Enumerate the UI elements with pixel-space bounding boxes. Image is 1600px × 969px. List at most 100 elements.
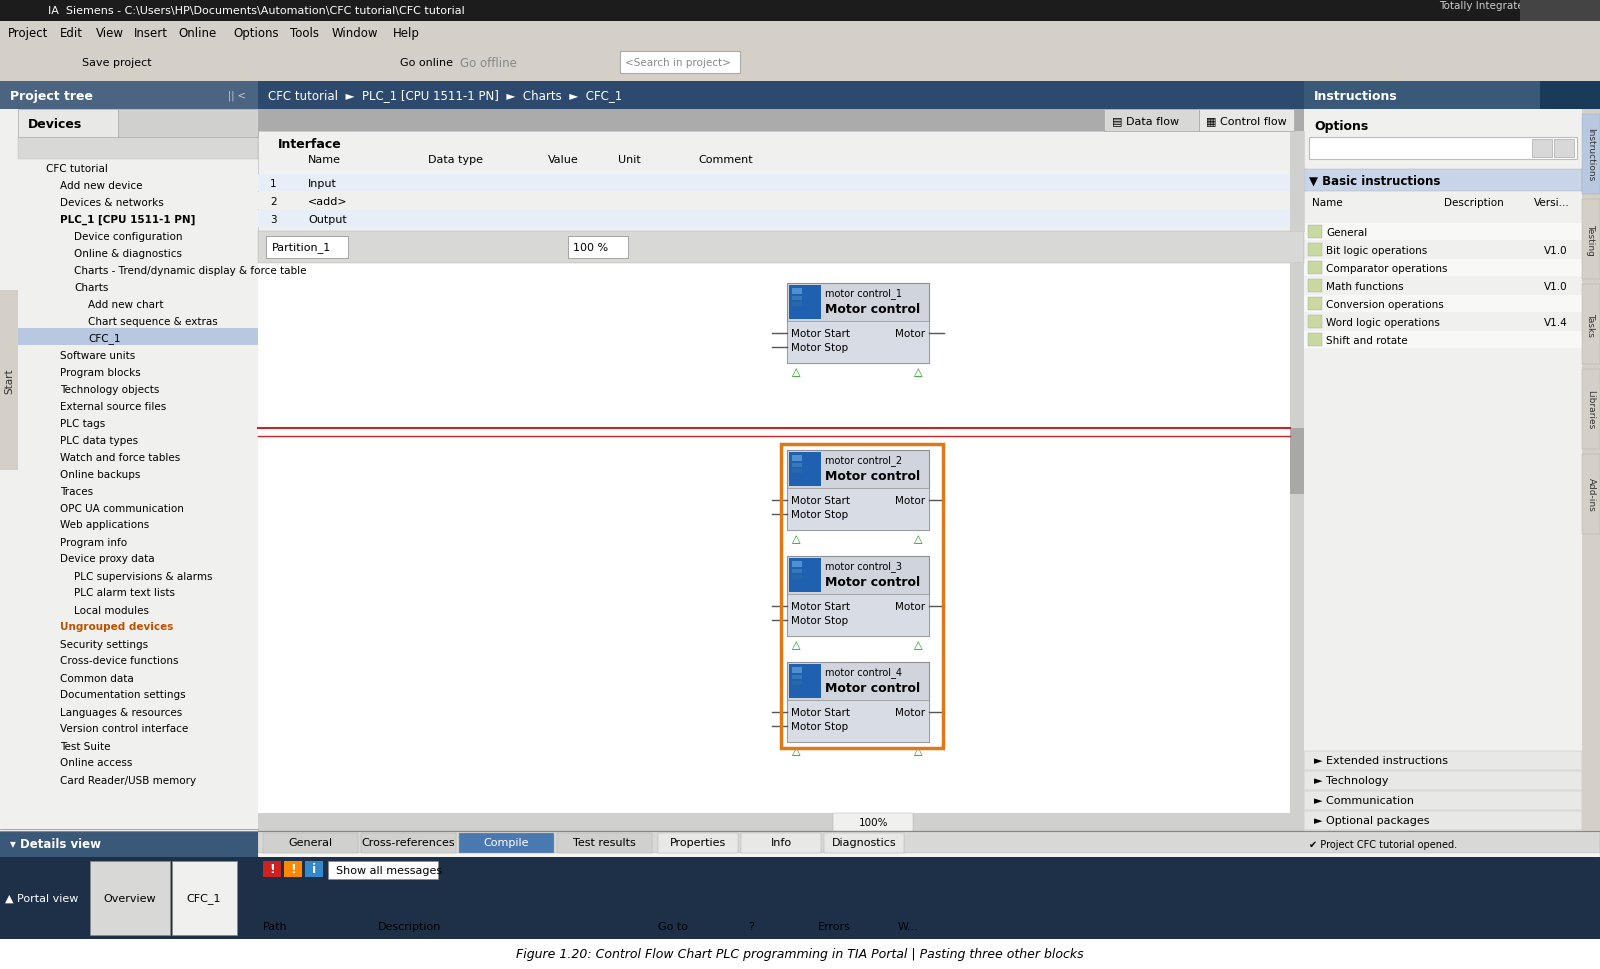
- Bar: [792, 297, 802, 300]
- Bar: [258, 174, 1304, 192]
- Text: △: △: [792, 366, 800, 377]
- Text: Output: Output: [307, 215, 347, 225]
- Text: △: △: [792, 640, 800, 649]
- Text: Test results: Test results: [573, 837, 635, 847]
- Bar: [0, 82, 258, 109]
- Bar: [1309, 262, 1322, 275]
- Bar: [787, 488, 928, 530]
- Text: Common data: Common data: [61, 672, 134, 683]
- Text: Start: Start: [3, 367, 14, 393]
- Text: Insert: Insert: [134, 26, 168, 40]
- Text: Bit logic operations: Bit logic operations: [1326, 246, 1427, 256]
- Text: Tools: Tools: [290, 26, 318, 40]
- Text: Motor: Motor: [894, 495, 925, 506]
- Text: Languages & resources: Languages & resources: [61, 706, 182, 717]
- Bar: [787, 284, 928, 363]
- Text: Motor Stop: Motor Stop: [790, 721, 848, 732]
- Text: Devices & networks: Devices & networks: [61, 198, 163, 207]
- Text: Security settings: Security settings: [61, 639, 149, 649]
- Text: Device proxy data: Device proxy data: [61, 554, 155, 564]
- Bar: [1539, 82, 1600, 109]
- Bar: [173, 861, 237, 935]
- Text: Motor control: Motor control: [824, 681, 920, 694]
- Bar: [1304, 170, 1582, 192]
- Text: Ungrouped devices: Ungrouped devices: [61, 622, 173, 632]
- Text: Devices: Devices: [29, 117, 82, 131]
- Text: Local modules: Local modules: [74, 605, 149, 615]
- Bar: [1582, 369, 1600, 450]
- Text: Unit: Unit: [618, 155, 640, 165]
- Bar: [258, 853, 1600, 913]
- Bar: [1104, 109, 1198, 132]
- Text: Interface: Interface: [278, 138, 342, 150]
- Bar: [781, 445, 942, 748]
- Text: Shift and rotate: Shift and rotate: [1326, 335, 1408, 346]
- Bar: [1304, 751, 1582, 770]
- Text: Data type: Data type: [429, 155, 483, 165]
- Text: External source files: External source files: [61, 401, 166, 411]
- Text: Online backups: Online backups: [61, 469, 141, 479]
- Bar: [789, 286, 821, 320]
- Bar: [1304, 791, 1582, 810]
- Text: 2: 2: [270, 197, 277, 206]
- Text: !: !: [290, 862, 296, 876]
- Bar: [787, 322, 928, 363]
- Text: PLC alarm text lists: PLC alarm text lists: [74, 588, 174, 598]
- Text: motor control_3: motor control_3: [824, 561, 902, 572]
- Bar: [1582, 200, 1600, 280]
- Bar: [0, 109, 258, 831]
- Text: Program blocks: Program blocks: [61, 367, 141, 377]
- Text: Totally Integrated Automation: Totally Integrated Automation: [1440, 1, 1595, 11]
- Bar: [792, 470, 802, 474]
- Bar: [557, 833, 653, 853]
- Bar: [1309, 244, 1322, 257]
- Text: Diagnostics: Diagnostics: [832, 837, 896, 847]
- Bar: [741, 833, 821, 853]
- Bar: [787, 701, 928, 742]
- Text: Window: Window: [333, 26, 379, 40]
- Text: !: !: [269, 862, 275, 876]
- Text: 1: 1: [270, 179, 277, 189]
- Text: Motor: Motor: [894, 602, 925, 611]
- Bar: [285, 861, 302, 877]
- Text: ▼ Basic instructions: ▼ Basic instructions: [1309, 174, 1440, 187]
- Text: Properties: Properties: [670, 837, 726, 847]
- Text: CFC_1: CFC_1: [88, 332, 120, 344]
- Bar: [1520, 0, 1600, 22]
- Bar: [792, 668, 802, 673]
- Text: Value: Value: [547, 155, 579, 165]
- Text: Compile: Compile: [483, 837, 530, 847]
- Text: △: △: [792, 534, 800, 544]
- Text: Project: Project: [8, 26, 48, 40]
- Bar: [328, 861, 438, 879]
- Bar: [0, 831, 258, 913]
- Text: Project tree: Project tree: [10, 89, 93, 103]
- Text: ?: ?: [749, 922, 754, 931]
- Text: △: △: [914, 366, 922, 377]
- Text: Comment: Comment: [698, 155, 752, 165]
- Text: Show all messages: Show all messages: [336, 865, 442, 875]
- Text: Go online: Go online: [400, 58, 453, 68]
- Bar: [789, 558, 821, 592]
- Text: Charts - Trend/dynamic display & force table: Charts - Trend/dynamic display & force t…: [74, 266, 307, 275]
- Bar: [90, 861, 170, 935]
- Text: Motor: Motor: [894, 328, 925, 338]
- Text: Web applications: Web applications: [61, 520, 149, 530]
- Text: Errors: Errors: [818, 922, 851, 931]
- Bar: [789, 665, 821, 699]
- Text: Instructions: Instructions: [1587, 128, 1595, 181]
- Bar: [258, 264, 1290, 813]
- Bar: [18, 109, 118, 138]
- Bar: [1198, 109, 1294, 132]
- Bar: [834, 813, 914, 831]
- Text: i: i: [312, 862, 317, 876]
- Bar: [658, 833, 738, 853]
- Text: Online access: Online access: [61, 758, 133, 767]
- Bar: [1582, 285, 1600, 364]
- Bar: [258, 82, 1600, 109]
- Text: W...: W...: [898, 922, 918, 931]
- Bar: [459, 833, 554, 853]
- Text: View: View: [96, 26, 125, 40]
- Text: V1.4: V1.4: [1544, 318, 1568, 328]
- Text: 3: 3: [270, 215, 277, 225]
